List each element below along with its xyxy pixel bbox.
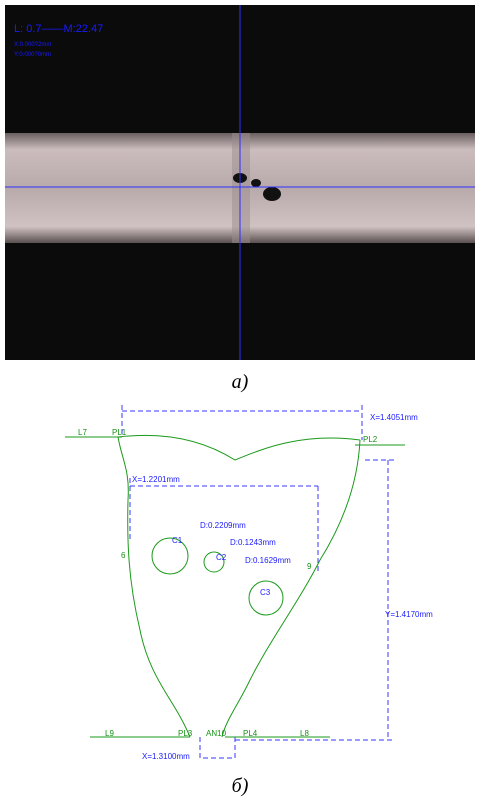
circle-label: C1 [172, 536, 183, 545]
photo: L: 0.7——M:22.47 X:0.000?2mm Y:0.000?0mm [5, 5, 475, 360]
line-label: PL2 [363, 435, 378, 444]
point-label: 6 [121, 551, 126, 560]
circle-label: C3 [260, 588, 271, 597]
line-label: PL4 [243, 729, 258, 738]
overlay: Y:0.000?0mm [14, 52, 51, 58]
overlay: X:0.000?2mm [14, 42, 51, 48]
circle-diameter: D:0.2209mm [200, 521, 246, 530]
circle-diameter: D:0.1243mm [230, 538, 276, 547]
dim-label: X=1.4051mm [370, 413, 418, 422]
dim-label: X=1.3100mm [142, 752, 190, 761]
point-label: 9 [307, 562, 312, 571]
circle-label: C2 [216, 553, 227, 562]
diagram: X=1.4051mm X=1.2201mm Y=1.4170mm X=1.310… [65, 405, 433, 761]
line-label: L8 [300, 729, 309, 738]
dim-label: X=1.2201mm [132, 475, 180, 484]
caption: б) [232, 775, 249, 797]
line-label: AN10 [206, 729, 227, 738]
dim-label: Y=1.4170mm [385, 610, 433, 619]
line-label: PL1 [112, 428, 127, 437]
circle-diameter: D:0.1629mm [245, 556, 291, 565]
line-label: L7 [78, 428, 87, 437]
figure: L: 0.7——M:22.47 X:0.000?2mm Y:0.000?0mm … [0, 0, 481, 801]
overlay: L: 0.7——M:22.47 [14, 23, 103, 35]
caption: а) [232, 371, 249, 393]
line-label: PL3 [178, 729, 193, 738]
line-label: L9 [105, 729, 114, 738]
